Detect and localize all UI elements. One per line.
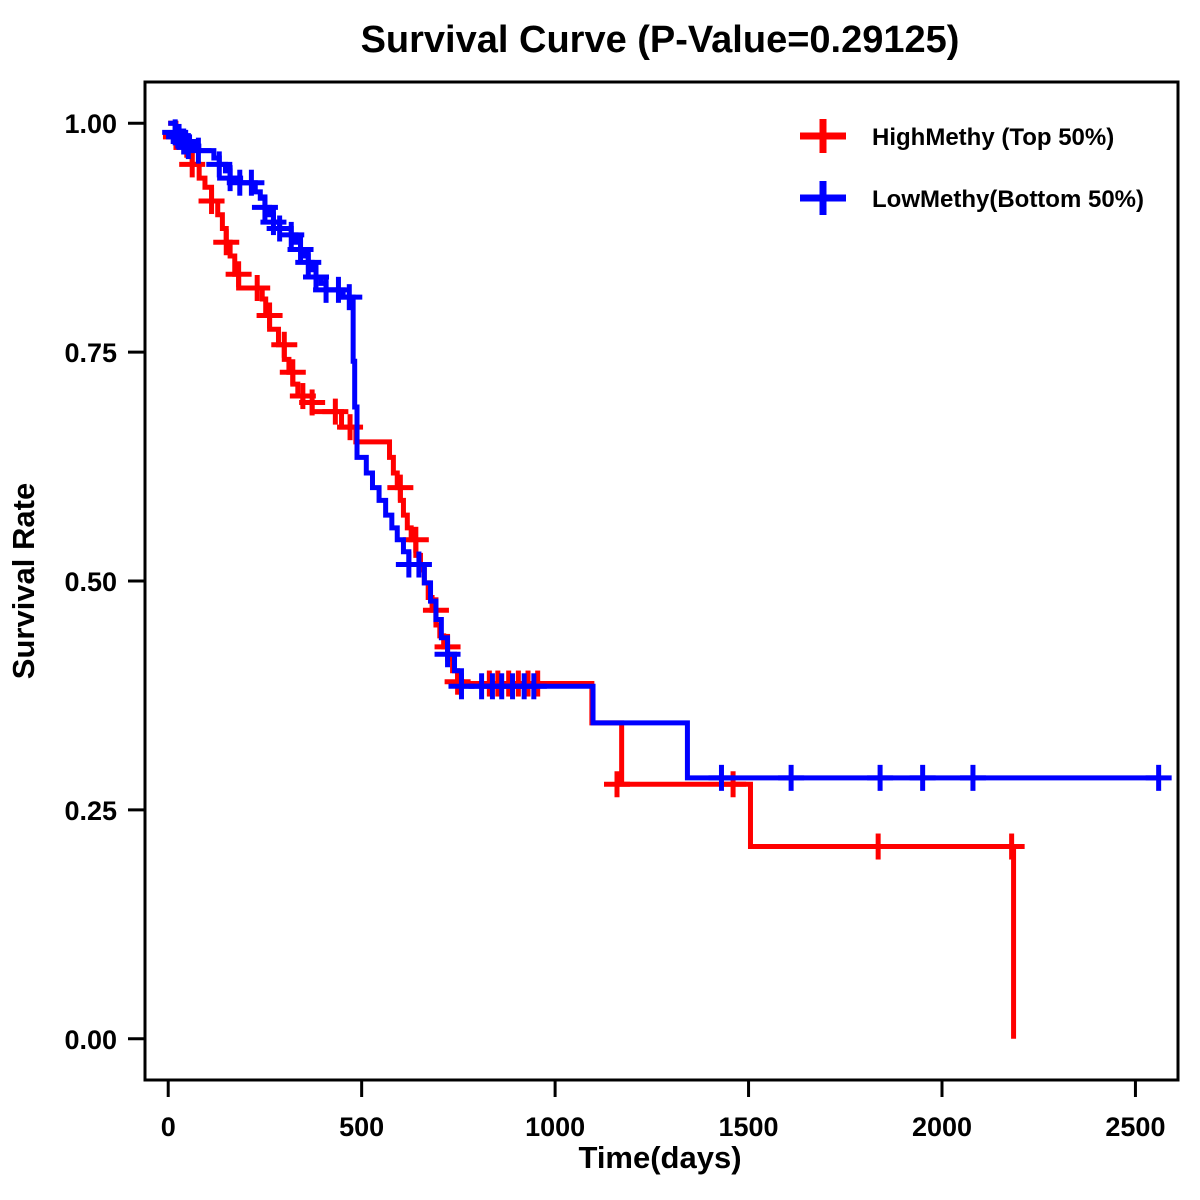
censor-tick (387, 474, 414, 501)
censor-tick (278, 221, 305, 248)
legend-item-low-methy[interactable]: LowMethy(Bottom 50%) (800, 181, 1144, 215)
x-tick-label: 1500 (719, 1112, 779, 1142)
chart-legend: HighMethy (Top 50%) LowMethy(Bottom 50%) (800, 119, 1144, 215)
y-tick-label: 0.25 (64, 796, 117, 826)
censor-tick (299, 389, 326, 416)
censor-tick (198, 188, 225, 215)
censor-tick (170, 128, 197, 155)
censor-tick (778, 764, 805, 791)
km-step-line (168, 120, 1017, 1039)
censor-tick (271, 331, 298, 358)
x-tick-label: 0 (161, 1112, 176, 1142)
y-tick-label: 0.00 (64, 1025, 117, 1055)
legend-label: LowMethy(Bottom 50%) (872, 186, 1144, 213)
censor-tick (708, 764, 735, 791)
censor-tick (405, 551, 432, 578)
censor-tick (434, 641, 461, 668)
censor-tick (244, 275, 271, 302)
censor-tick (720, 771, 747, 798)
series-low-methy (162, 119, 1172, 791)
censor-tick (213, 229, 240, 256)
legend-label: HighMethy (Top 50%) (872, 124, 1114, 151)
y-tick-label: 0.50 (64, 567, 117, 597)
censor-tick (998, 833, 1025, 860)
plot-frame (143, 80, 1180, 1082)
x-tick-label: 500 (339, 1112, 384, 1142)
chart-title: Survival Curve (P-Value=0.29125) (361, 19, 960, 61)
censor-tick (185, 137, 212, 164)
y-tick-label: 1.00 (64, 109, 117, 139)
censor-tick (238, 169, 265, 196)
censor-tick (959, 764, 986, 791)
censor-tick (865, 833, 892, 860)
censor-tick (909, 764, 936, 791)
censor-tick (179, 151, 206, 178)
x-axis-ticks: 0 500 1000 1500 2000 2500 (161, 1080, 1165, 1142)
series-layer (162, 119, 1172, 1039)
x-axis-label: Time(days) (578, 1140, 741, 1175)
x-tick-label: 2000 (912, 1112, 972, 1142)
censor-tick (206, 151, 233, 178)
censor-tick (322, 398, 349, 425)
y-axis-ticks: 0.00 0.25 0.50 0.75 1.00 (64, 109, 145, 1055)
censor-tick (1145, 764, 1172, 791)
series-high-methy (162, 120, 1025, 1039)
x-tick-label: 1000 (525, 1112, 585, 1142)
censor-tick (279, 359, 306, 386)
legend-item-high-methy[interactable]: HighMethy (Top 50%) (800, 119, 1114, 153)
censor-tick (867, 764, 894, 791)
km-step-line (168, 120, 1159, 781)
censor-tick (225, 261, 252, 288)
censor-tick (295, 249, 322, 276)
censor-tick (336, 284, 363, 311)
censor-tick (520, 673, 547, 700)
x-tick-label: 2500 (1105, 1112, 1165, 1142)
censor-tick (266, 215, 293, 242)
censor-tick (402, 526, 429, 553)
censor-tick (251, 194, 278, 221)
chart-title-group: Survival Curve (P-Value=0.29125) (361, 19, 960, 61)
censor-tick (256, 302, 283, 329)
censor-tick (524, 670, 551, 697)
y-axis-label: Survival Rate (6, 483, 41, 679)
y-tick-label: 0.75 (64, 338, 117, 368)
censor-tick (604, 771, 631, 798)
